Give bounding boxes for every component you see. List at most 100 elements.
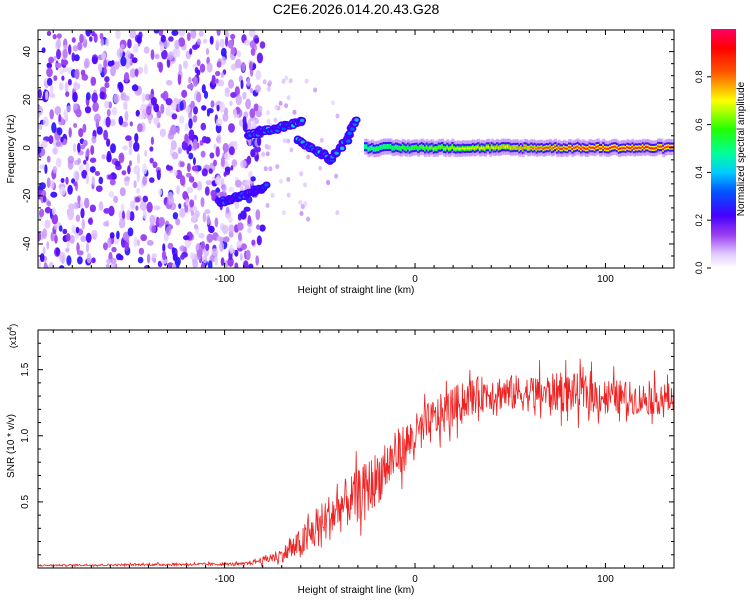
- heatmap-cell: [578, 146, 582, 149]
- colorbar-axis: 0.0 0.2 0.4 0.6 0.8: [694, 71, 711, 274]
- heatmap-cell: [46, 67, 53, 78]
- heatmap-cell: [201, 84, 206, 94]
- heatmap-cell: [588, 146, 592, 148]
- heatmap-cell: [196, 59, 201, 67]
- heatmap-cell: [449, 147, 453, 150]
- heatmap-cell: [98, 63, 103, 74]
- heatmap-cell: [67, 155, 75, 164]
- heatmap-cell: [284, 103, 289, 109]
- heatmap-cell: [100, 38, 104, 47]
- heatmap-cell: [134, 133, 139, 143]
- heatmap-cell: [176, 185, 180, 195]
- heatmap-cell: [223, 236, 230, 243]
- heatmap-cell: [208, 225, 215, 234]
- heatmap-cell: [306, 154, 311, 160]
- heatmap-cell: [87, 218, 93, 225]
- heatmap-cell: [95, 185, 103, 192]
- heatmap-cell: [244, 179, 251, 187]
- heatmap-cell: [602, 145, 606, 148]
- heatmap-cell: [72, 45, 79, 52]
- heatmap-cell: [129, 68, 137, 78]
- heatmap-cell: [188, 176, 195, 183]
- heatmap-cell: [200, 262, 206, 268]
- heatmap-cell: [532, 147, 535, 150]
- heatmap-cell: [286, 138, 291, 144]
- heatmap-cell: [200, 197, 205, 208]
- heatmap-cell: [227, 39, 234, 49]
- heatmap-cell: [89, 36, 93, 42]
- heatmap-cell: [77, 157, 81, 164]
- heatmap-cell: [73, 81, 78, 91]
- heatmap-cell: [159, 44, 165, 52]
- heatmap-cell: [415, 146, 419, 149]
- heatmap-cell: [239, 253, 243, 261]
- heatmap-cell: [537, 146, 541, 149]
- heatmap-cell: [220, 257, 225, 267]
- heatmap-cell: [592, 146, 595, 149]
- heatmap-cell: [219, 38, 225, 48]
- heatmap-cell: [251, 239, 256, 246]
- heatmap-cell: [201, 105, 207, 111]
- heatmap-cell: [386, 145, 390, 148]
- heatmap-cell: [463, 147, 467, 150]
- heatmap-cell: [255, 69, 262, 81]
- heatmap-cell: [85, 232, 92, 243]
- heatmap-cell: [525, 146, 529, 148]
- heatmap-cell: [436, 147, 439, 150]
- heatmap-cell: [228, 224, 235, 233]
- heatmap-cell: [364, 145, 367, 148]
- heatmap-cell: [292, 109, 297, 115]
- heatmap-cell: [44, 206, 52, 214]
- heatmap-cell: [44, 90, 49, 101]
- heatmap-cell: [451, 145, 455, 148]
- heatmap-cell: [286, 192, 291, 198]
- heatmap-cell: [179, 175, 186, 186]
- heatmap-cell: [289, 147, 294, 153]
- heatmap-cell: [161, 49, 168, 60]
- heatmap-cell: [55, 141, 62, 147]
- heatmap-cell: [245, 98, 252, 110]
- heatmap-cell: [214, 176, 220, 185]
- heatmap-cell: [56, 127, 63, 136]
- heatmap-cell: [55, 62, 62, 69]
- heatmap-cell: [240, 79, 244, 90]
- heatmap-cell: [68, 44, 72, 55]
- colorbar-tick-label: 0.8: [694, 71, 704, 84]
- heatmap-cell: [39, 182, 46, 190]
- heatmap-cell: [480, 146, 484, 149]
- heatmap-cell: [665, 146, 669, 148]
- heatmap-cell: [59, 68, 64, 75]
- heatmap-cell: [110, 143, 116, 154]
- heatmap-cell: [636, 147, 640, 150]
- heatmap-cell: [75, 108, 82, 118]
- heatmap-cell: [204, 209, 211, 215]
- heatmap-cell: [303, 201, 308, 207]
- heatmap-cell: [80, 235, 87, 242]
- heatmap-cell: [122, 145, 129, 151]
- heatmap-cell: [523, 145, 527, 148]
- heatmap-cell: [69, 234, 75, 244]
- heatmap-cell: [257, 136, 262, 146]
- heatmap-cell: [617, 148, 621, 151]
- heatmap-cell: [263, 166, 268, 172]
- heatmap-cell: [49, 83, 54, 94]
- heatmap-cell: [113, 195, 119, 204]
- x-tick-label: -100: [215, 274, 235, 285]
- heatmap-cell: [137, 123, 143, 133]
- heatmap-cell: [192, 181, 198, 189]
- heatmap-cell: [52, 34, 57, 40]
- heatmap-cell: [65, 247, 70, 253]
- heatmap-cell: [41, 140, 48, 149]
- heatmap-cell: [134, 68, 139, 77]
- heatmap-cell: [109, 179, 116, 186]
- heatmap-cell: [123, 101, 128, 111]
- heatmap-cell: [124, 110, 129, 122]
- x-tick-label: 100: [597, 274, 614, 285]
- heatmap-cell: [279, 178, 283, 184]
- heatmap-cell: [43, 264, 49, 268]
- heatmap-cell: [122, 231, 130, 241]
- heatmap-cell: [214, 217, 219, 228]
- heatmap-cell: [160, 257, 168, 265]
- heatmap-cell: [118, 83, 124, 93]
- heatmap-cell: [153, 205, 161, 211]
